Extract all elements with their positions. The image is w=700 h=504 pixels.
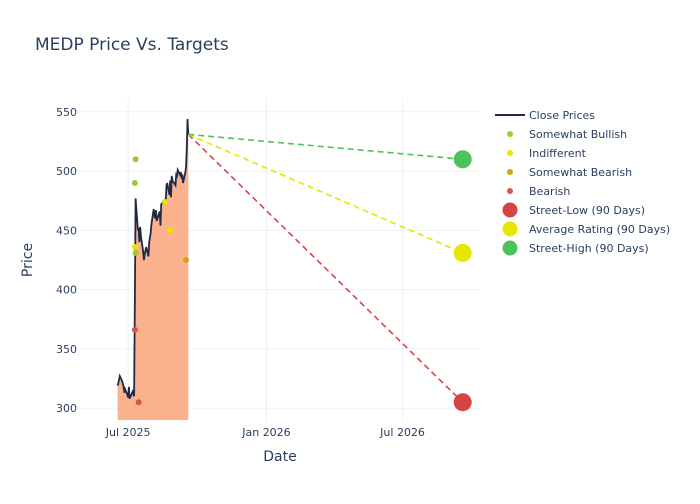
legend-swatch-street-high-90-days: [502, 240, 518, 256]
x-tick-label: Jul 2025: [105, 426, 151, 439]
x-axis-title: Date: [263, 449, 296, 465]
legend-swatch-indifferent: [507, 150, 513, 156]
indifferent-rating-point[interactable]: [161, 198, 168, 205]
legend-label-street-high-90-days[interactable]: Street-High (90 Days): [529, 242, 649, 255]
indifferent-rating-point[interactable]: [131, 243, 138, 250]
street-low-90-days-target-line: [187, 133, 464, 403]
y-tick-label: 350: [56, 343, 77, 356]
target-lines-layer: [187, 133, 472, 412]
bearish-rating-point[interactable]: [131, 326, 138, 333]
legend-swatch-somewhat-bearish: [507, 169, 513, 175]
legend-label-close-prices[interactable]: Close Prices: [529, 109, 595, 122]
close-price-line: [116, 118, 190, 400]
legend-swatch-street-low-90-days: [502, 202, 518, 218]
somewhat-bullish-rating-point[interactable]: [132, 156, 139, 163]
average-rating-90-days-target-line: [187, 133, 464, 254]
street-high-90-days-target-line: [188, 133, 463, 161]
street-low-90-days-marker[interactable]: [453, 393, 472, 412]
legend-swatch-average-rating-90-days: [502, 221, 518, 237]
x-axis-ticks: Jul 2025 Jan 2026 Jul 2026: [105, 426, 425, 439]
somewhat-bullish-rating-point[interactable]: [131, 179, 138, 186]
close-price-line-layer: [116, 118, 190, 400]
legend-label-bearish[interactable]: Bearish: [529, 185, 570, 198]
somewhat-bearish-rating-point[interactable]: [183, 257, 190, 263]
somewhat-bullish-rating-point[interactable]: [132, 249, 139, 256]
legend-label-indifferent[interactable]: Indifferent: [529, 147, 587, 160]
legend-swatch-bearish: [507, 188, 513, 194]
chart-title: MEDP Price Vs. Targets: [35, 35, 229, 55]
y-axis-title: Price: [20, 243, 36, 277]
legend-label-street-low-90-days[interactable]: Street-Low (90 Days): [529, 204, 645, 217]
legend-swatch-somewhat-bullish: [507, 131, 513, 137]
x-tick-label: Jan 2026: [241, 426, 290, 439]
average-rating-90-days-marker[interactable]: [453, 243, 472, 262]
bearish-rating-point[interactable]: [135, 399, 142, 406]
indifferent-rating-point[interactable]: [167, 227, 174, 234]
y-tick-label: 450: [56, 224, 77, 237]
y-tick-label: 550: [56, 106, 77, 119]
x-tick-label: Jul 2026: [379, 426, 425, 439]
y-tick-label: 300: [56, 402, 77, 415]
legend-label-average-rating-90-days[interactable]: Average Rating (90 Days): [529, 223, 670, 236]
y-axis-ticks: 300 350 400 450 500 550: [56, 106, 77, 415]
y-tick-label: 400: [56, 284, 77, 297]
y-tick-label: 500: [56, 165, 77, 178]
rating-points-layer: [131, 156, 190, 406]
legend[interactable]: Close Prices Somewhat Bullish Indifferent S…: [495, 109, 670, 256]
legend-label-somewhat-bearish[interactable]: Somewhat Bearish: [529, 166, 632, 179]
legend-label-somewhat-bullish[interactable]: Somewhat Bullish: [529, 128, 627, 141]
street-high-90-days-marker[interactable]: [453, 150, 472, 169]
